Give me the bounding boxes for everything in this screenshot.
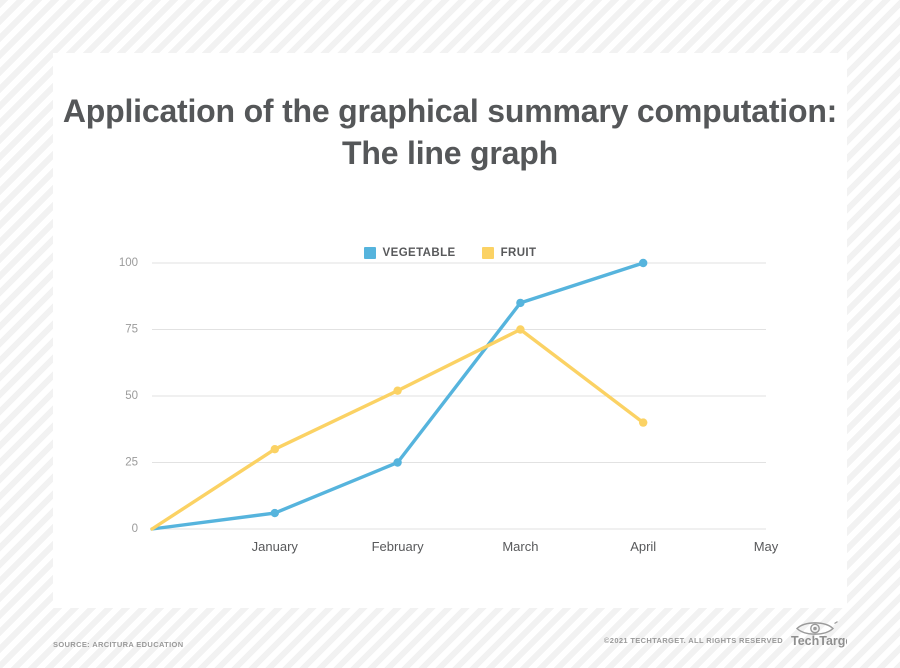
techtarget-wordmark: TechTarget xyxy=(791,634,847,648)
legend-swatch-fruit xyxy=(481,247,494,259)
y-tick-label: 75 xyxy=(125,324,138,336)
x-tick-label: May xyxy=(754,539,779,554)
y-axis-ticks: 0 25 50 75 100 xyxy=(119,257,138,535)
footer-copyright: ©2021 TECHTARGET. ALL RIGHTS RESERVED xyxy=(603,636,783,645)
eye-icon xyxy=(795,621,838,635)
x-tick-label: April xyxy=(630,539,656,554)
x-tick-label: February xyxy=(372,539,425,554)
legend-item-fruit[interactable]: FRUIT xyxy=(481,247,537,259)
legend-swatch-vegetable xyxy=(363,247,376,259)
data-point-vegetable[interactable] xyxy=(516,298,525,308)
techtarget-logo: TechTarget xyxy=(791,621,847,648)
y-tick-label: 50 xyxy=(125,390,138,402)
y-tick-label: 25 xyxy=(125,457,138,469)
series-line-fruit xyxy=(150,327,645,531)
legend-label-fruit: FRUIT xyxy=(500,247,537,259)
legend-label-vegetable: VEGETABLE xyxy=(382,247,456,259)
data-point-fruit[interactable] xyxy=(516,325,525,334)
chart-card: Application of the graphical summary com… xyxy=(53,53,847,608)
data-point-vegetable[interactable] xyxy=(270,508,279,518)
plot-area: 0 25 50 75 100 January February March April May xyxy=(53,53,847,608)
data-point-fruit[interactable] xyxy=(270,445,279,454)
footer-source: SOURCE: ARCITURA EDUCATION xyxy=(53,640,184,649)
chart-legend: VEGETABLE FRUIT xyxy=(53,247,847,259)
footer-attribution: ©2021 TECHTARGET. ALL RIGHTS RESERVED Te… xyxy=(604,618,847,648)
data-point-fruit[interactable] xyxy=(639,418,648,427)
data-series xyxy=(150,258,648,531)
data-point-fruit[interactable] xyxy=(393,386,402,395)
data-point-vegetable[interactable] xyxy=(393,458,402,467)
y-tick-label: 0 xyxy=(132,523,138,535)
data-point-vegetable[interactable] xyxy=(639,258,648,268)
legend-item-vegetable[interactable]: VEGETABLE xyxy=(363,247,456,259)
y-tick-label: 100 xyxy=(119,257,138,269)
x-tick-label: March xyxy=(502,539,538,554)
page-title: Application of the graphical summary com… xyxy=(62,93,838,171)
x-tick-label: January xyxy=(252,539,299,554)
x-axis-ticks: January February March April May xyxy=(252,539,779,554)
line-chart-svg: 0 25 50 75 100 January February March April May xyxy=(119,257,779,554)
grid-lines xyxy=(152,262,766,530)
